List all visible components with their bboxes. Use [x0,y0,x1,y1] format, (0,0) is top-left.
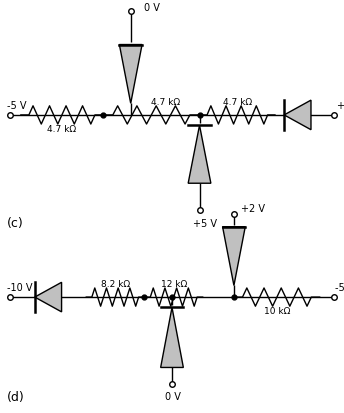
Text: 4.7 kΩ: 4.7 kΩ [223,97,252,107]
Text: 10 kΩ: 10 kΩ [264,306,290,316]
Text: 4.7 kΩ: 4.7 kΩ [47,125,76,134]
Text: 12 kΩ: 12 kΩ [161,279,187,288]
Text: 0 V: 0 V [165,392,181,401]
Text: -5 V: -5 V [7,100,26,110]
Text: 8.2 kΩ: 8.2 kΩ [101,279,130,288]
Text: (d): (d) [7,390,25,403]
Polygon shape [119,45,142,104]
Text: 4.7 kΩ: 4.7 kΩ [151,97,180,107]
Polygon shape [35,282,62,312]
Polygon shape [284,101,311,131]
Text: +5 V: +5 V [193,218,217,228]
Text: -5 V: -5 V [335,282,344,292]
Text: +2 V: +2 V [241,204,265,214]
Polygon shape [161,308,183,368]
Text: (c): (c) [7,216,24,230]
Text: 0 V: 0 V [144,3,160,13]
Text: -10 V: -10 V [7,282,32,292]
Polygon shape [188,126,211,184]
Text: +12 V: +12 V [337,100,344,110]
Polygon shape [223,227,245,286]
